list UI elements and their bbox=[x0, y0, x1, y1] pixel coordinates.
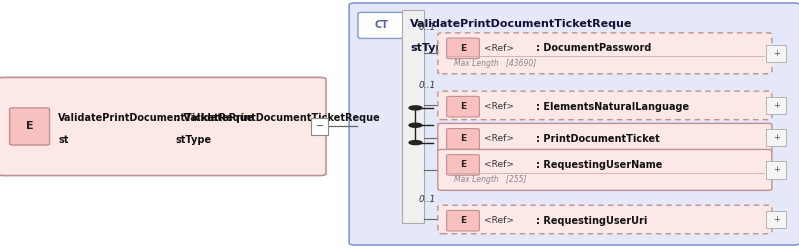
Text: <Ref>: <Ref> bbox=[484, 44, 515, 53]
Text: +: + bbox=[773, 49, 780, 58]
Circle shape bbox=[409, 106, 422, 110]
Text: E: E bbox=[460, 216, 466, 225]
Text: ValidatePrintDocumentTicketReque: ValidatePrintDocumentTicketReque bbox=[58, 113, 255, 123]
Text: +: + bbox=[773, 133, 780, 142]
Text: : ElementsNaturalLanguage: : ElementsNaturalLanguage bbox=[536, 102, 690, 112]
Text: : DocumentPassword: : DocumentPassword bbox=[536, 43, 651, 53]
FancyBboxPatch shape bbox=[358, 12, 404, 38]
FancyBboxPatch shape bbox=[0, 77, 326, 176]
Bar bbox=[766, 97, 786, 114]
Text: : ValidatePrintDocumentTicketReque: : ValidatePrintDocumentTicketReque bbox=[176, 113, 380, 123]
Text: 0..1: 0..1 bbox=[418, 81, 435, 90]
Text: E: E bbox=[460, 44, 466, 53]
Text: : RequestingUserUri: : RequestingUserUri bbox=[536, 216, 647, 226]
Circle shape bbox=[409, 141, 422, 145]
Bar bbox=[766, 129, 786, 146]
FancyBboxPatch shape bbox=[349, 3, 799, 245]
Text: −: − bbox=[316, 122, 324, 131]
Text: : PrintDocumentTicket: : PrintDocumentTicket bbox=[536, 134, 660, 144]
FancyBboxPatch shape bbox=[447, 96, 479, 117]
Text: st: st bbox=[58, 135, 69, 145]
FancyBboxPatch shape bbox=[438, 33, 772, 74]
Text: E: E bbox=[26, 122, 34, 131]
FancyBboxPatch shape bbox=[438, 124, 772, 152]
Text: 0..1: 0..1 bbox=[418, 23, 435, 31]
Bar bbox=[311, 118, 328, 135]
Text: Max Length   [43690]: Max Length [43690] bbox=[454, 59, 536, 68]
FancyBboxPatch shape bbox=[447, 155, 479, 175]
FancyBboxPatch shape bbox=[438, 149, 772, 190]
Bar bbox=[766, 45, 786, 62]
FancyBboxPatch shape bbox=[447, 129, 479, 149]
FancyBboxPatch shape bbox=[447, 38, 479, 59]
Text: E: E bbox=[460, 102, 466, 111]
Text: stType: stType bbox=[410, 43, 451, 53]
Text: <Ref>: <Ref> bbox=[484, 216, 515, 225]
Text: +: + bbox=[773, 101, 780, 110]
Text: 0..1: 0..1 bbox=[418, 195, 435, 204]
Text: stType: stType bbox=[176, 135, 212, 145]
Text: E: E bbox=[460, 160, 466, 169]
Text: <Ref>: <Ref> bbox=[484, 160, 515, 169]
Text: E: E bbox=[460, 134, 466, 143]
Text: : RequestingUserName: : RequestingUserName bbox=[536, 160, 662, 170]
FancyBboxPatch shape bbox=[447, 210, 479, 231]
Circle shape bbox=[409, 123, 422, 127]
Text: +: + bbox=[773, 215, 780, 224]
Text: CT: CT bbox=[374, 20, 388, 31]
Text: <Ref>: <Ref> bbox=[484, 134, 515, 143]
Bar bbox=[766, 211, 786, 228]
Text: Max Length   [255]: Max Length [255] bbox=[454, 176, 527, 185]
FancyBboxPatch shape bbox=[10, 108, 50, 145]
Text: +: + bbox=[773, 165, 780, 174]
FancyBboxPatch shape bbox=[438, 205, 772, 234]
FancyBboxPatch shape bbox=[438, 91, 772, 120]
Bar bbox=[766, 161, 786, 179]
Text: ValidatePrintDocumentTicketReque: ValidatePrintDocumentTicketReque bbox=[410, 19, 632, 29]
Bar bbox=[402, 10, 424, 223]
Text: <Ref>: <Ref> bbox=[484, 102, 515, 111]
